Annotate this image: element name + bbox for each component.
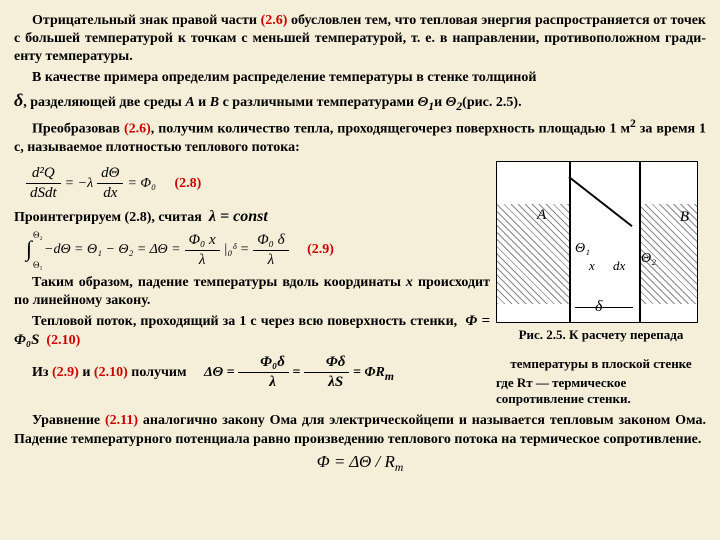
fig-arrow-icon	[575, 307, 633, 308]
fig-label-b: B	[680, 208, 689, 228]
fig-theta1: Θ₁	[575, 240, 590, 258]
fig-theta2: Θ₂	[641, 250, 656, 268]
sym-b: В	[210, 95, 219, 110]
theta1: Θ1	[418, 95, 435, 110]
delta-icon: δ	[14, 90, 23, 110]
ref-2-6b: (2.6)	[124, 121, 151, 136]
ref-2-8: (2.8)	[174, 175, 201, 193]
ref-2-9: (2.9)	[307, 241, 334, 259]
sym-a: А	[185, 95, 194, 110]
figure-2-5: A B Θ₁ Θ₂ x dx δ	[496, 161, 698, 323]
t: и	[195, 95, 210, 110]
para-8: Из (2.9) и (2.10) получим ΔΘ = Φ₀δλ = Φδ…	[14, 353, 490, 393]
para-9: где Rт — термическое сопротивление стенк…	[496, 375, 706, 409]
t: Отрицательный знак правой части	[32, 13, 261, 28]
theta2: Θ2	[446, 95, 463, 110]
left-column: d²QdSdt = −λ dΘdx = Φ₀ (2.8) Проинтегрир…	[14, 161, 496, 409]
para-1: Отрицательный знак правой части (2.6) об…	[14, 12, 706, 67]
t: Преобразовав	[32, 121, 124, 136]
eq-2-9: ∫ Θ₂ Θ₁ −dΘ = Θ₁ − Θ₂ = ΔΘ = Φ₀ xλ |₀ᵟ =…	[26, 231, 490, 271]
ref-2-11: (2.11)	[105, 413, 138, 428]
figure-caption-1: Рис. 2.5. К расчету перепада	[496, 327, 706, 344]
t: , разделяющей две среды	[23, 95, 185, 110]
fig-delta: δ	[595, 297, 602, 318]
ref-2-6: (2.6)	[261, 13, 288, 28]
t: с различными температурами	[219, 95, 417, 110]
para-2: В качестве примера определим распределен…	[14, 69, 706, 87]
eq-2-8: d²QdSdt = −λ dΘdx = Φ₀ (2.8)	[26, 164, 490, 204]
figure-caption-2: температуры в плоской стенке	[496, 356, 706, 373]
integral-icon: ∫ Θ₂ Θ₁	[26, 234, 40, 268]
para-10: Уравнение (2.11) аналогично закону Ома д…	[14, 412, 706, 448]
para-7: Тепловой поток, проходящий за 1 с через …	[14, 312, 490, 351]
t: , получим количество тепла, прохо­дящего…	[151, 121, 630, 136]
right-column: A B Θ₁ Θ₂ x dx δ Рис. 2.5. К расчету пер…	[496, 161, 706, 409]
eq-2-12: Φ = ΔΘ / Rт	[14, 451, 706, 475]
para-6: Таким образом, падение температуры вдоль…	[14, 274, 490, 310]
fig-label-a: A	[537, 206, 546, 226]
fig-dx: dx	[613, 258, 625, 275]
ref-2-10: (2.10)	[46, 333, 80, 348]
para-3: δ, разделяющей две среды А и В с различн…	[14, 89, 706, 114]
fig-x: x	[589, 258, 595, 275]
para-4: Преобразовав (2.6), получим количество т…	[14, 116, 706, 157]
t: (рис. 2.5).	[462, 95, 521, 110]
para-5: Проинтегрируем (2.8), считая λ = const	[14, 207, 490, 228]
t: и	[434, 95, 446, 110]
